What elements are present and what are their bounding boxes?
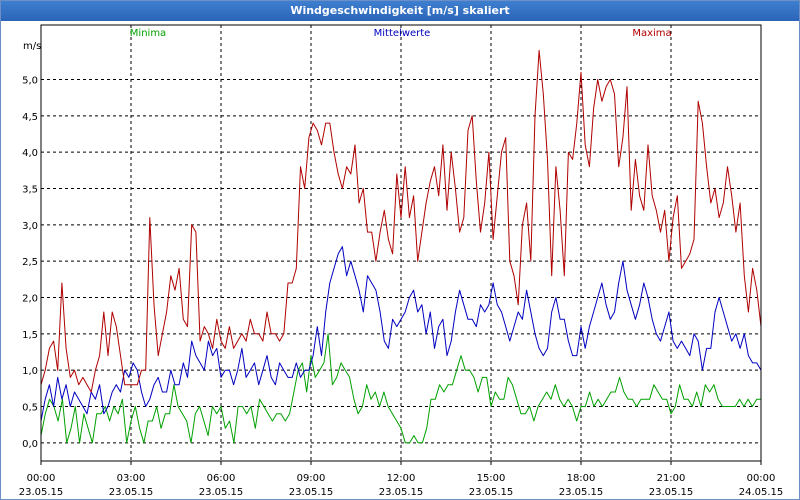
y-tick-label: 4,5 [22,112,38,123]
y-tick-label: 3,0 [22,221,38,232]
y-tick-label: 0,5 [22,403,38,414]
legend-minima: Minima [130,28,166,39]
series-line-maxima [40,49,762,393]
legend-maxima: Maxima [632,28,671,39]
x-tick-time: 06:00 [207,473,236,484]
x-tick-time: 00:00 [27,473,56,484]
x-tick-time: 18:00 [567,473,596,484]
y-tick-label: 5,0 [22,76,38,87]
x-tick-date: 23.05.15 [109,487,154,498]
y-tick-label: 1,5 [22,330,38,341]
y-tick-label: 2,5 [22,257,38,268]
x-axis: 00:00 23.05.15 03:00 23.05.15 06:00 23.05.15 0… [19,461,784,498]
x-tick-date: 23.05.15 [19,487,64,498]
series-line-mittelwerte [40,246,762,422]
x-tick-date: 23.05.15 [469,487,514,498]
legend-mittelwerte: Mittelwerte [374,28,431,39]
x-tick-time: 03:00 [117,473,146,484]
y-axis: 0,0 0,5 1,0 1,5 2,0 2,5 3,0 3,5 4,0 4,5 5,0 [22,76,38,450]
y-tick-label: 0,0 [22,439,38,450]
y-tick-label: 3,5 [22,185,38,196]
x-tick-date: 23.05.15 [379,487,424,498]
series-lines [40,49,762,444]
x-tick-date: 23.05.15 [559,487,604,498]
x-tick-date: 23.05.15 [649,487,694,498]
x-tick-time: 15:00 [477,473,506,484]
grid-lines [41,25,761,461]
y-tick-label: 2,0 [22,294,38,305]
y-axis-unit-label: m/s [23,41,41,52]
x-tick-date: 23.05.15 [289,487,334,498]
x-tick-time: 00:00 [747,473,776,484]
x-tick-date: 24.05.15 [739,487,784,498]
x-tick-date: 23.05.15 [199,487,244,498]
window-title: Windgeschwindigkeit [m/s] skaliert [1,1,799,21]
x-tick-time: 12:00 [387,473,416,484]
x-tick-time: 09:00 [297,473,326,484]
series-line-minima [40,333,761,444]
y-tick-label: 4,0 [22,148,38,159]
y-tick-label: 1,0 [22,366,38,377]
x-tick-time: 21:00 [657,473,686,484]
